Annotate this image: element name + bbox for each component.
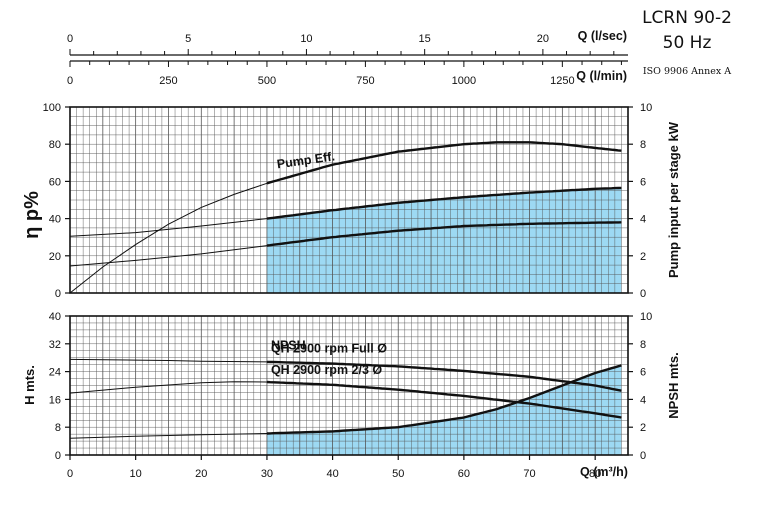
left-tick-label: 20	[49, 251, 61, 263]
x-tick-label: 60	[458, 468, 470, 480]
right-tick-label: 2	[640, 422, 646, 434]
x-tick-label: 10	[130, 468, 142, 480]
left-axis-title: η p%	[21, 191, 43, 239]
series-line	[266, 380, 622, 419]
top-axis-tick-label: 0	[67, 75, 73, 87]
right-tick-label: 2	[640, 251, 646, 263]
left-tick-label: 24	[49, 367, 61, 379]
top-axis-title: Q (l/sec)	[578, 29, 627, 43]
left-tick-label: 16	[49, 394, 61, 406]
left-tick-label: 80	[49, 139, 61, 151]
pump-model-title: LCRN 90-2	[642, 8, 732, 28]
top-axis-tick-label: 15	[419, 33, 431, 45]
x-tick-label: 0	[67, 468, 73, 480]
x-tick-label: 50	[392, 468, 404, 480]
left-tick-label: 40	[49, 311, 61, 323]
top-axis-tick-label: 750	[356, 75, 374, 87]
top-axis-tick-label: 5	[185, 33, 191, 45]
top-axis-tick-label: 1250	[550, 75, 574, 87]
left-tick-label: 0	[55, 450, 61, 462]
right-tick-label: 10	[640, 102, 652, 114]
series-line	[266, 364, 622, 435]
series-label: NPSH	[271, 338, 306, 352]
top-axis-tick-label: 10	[300, 33, 312, 45]
x-tick-label: 80	[589, 468, 601, 480]
left-tick-label: 8	[55, 422, 61, 434]
x-tick-label: 30	[261, 468, 273, 480]
left-tick-label: 100	[43, 102, 61, 114]
series-label: QH 2900 rpm 2/3 Ø	[271, 363, 382, 377]
left-tick-label: 40	[49, 214, 61, 226]
right-tick-label: 4	[640, 214, 646, 226]
right-tick-label: 6	[640, 176, 646, 188]
left-axis-title: H mts.	[22, 365, 37, 405]
plot-frame	[69, 106, 629, 294]
right-tick-label: 10	[640, 311, 652, 323]
right-tick-label: 8	[640, 339, 646, 351]
right-axis-title: NPSH mts.	[666, 352, 681, 418]
x-tick-label: 40	[326, 468, 338, 480]
top-axis-title: Q (l/min)	[576, 69, 627, 83]
x-tick-label: 70	[523, 468, 535, 480]
top-axis-tick-label: 1000	[452, 75, 476, 87]
series-label: QH 2900 rpm Full Ø	[271, 341, 387, 355]
plot-frame	[69, 315, 629, 456]
operating-range-shade	[266, 365, 622, 455]
standard-label: ISO 9906 Annex A	[642, 66, 732, 77]
right-tick-label: 4	[640, 394, 646, 406]
x-axis-title: Q (m³/h)	[580, 465, 628, 479]
right-tick-label: 0	[640, 288, 646, 300]
left-tick-label: 60	[49, 176, 61, 188]
x-tick-label: 20	[195, 468, 207, 480]
left-tick-label: 32	[49, 339, 61, 351]
right-tick-label: 6	[640, 367, 646, 379]
series-line	[266, 360, 622, 392]
frequency-label: 50 Hz	[662, 33, 712, 53]
series-label: Pump Eff.	[276, 149, 336, 171]
chart-panel-efficiency-power: 0 20 40 60 80 100 0 2 4 6 8 10 η p% Pump input per st…	[21, 102, 681, 300]
right-tick-label: 0	[640, 450, 646, 462]
top-axis-tick-label: 500	[258, 75, 276, 87]
top-axis-tick-label: 0	[67, 33, 73, 45]
left-tick-label: 0	[55, 288, 61, 300]
right-tick-label: 8	[640, 139, 646, 151]
series-line	[266, 141, 622, 185]
top-axis-tick-label: 250	[159, 75, 177, 87]
top-axis-tick-label: 20	[537, 33, 549, 45]
series-line	[266, 221, 622, 247]
right-axis-title: Pump input per stage kW	[666, 121, 681, 278]
series-line	[266, 186, 622, 220]
